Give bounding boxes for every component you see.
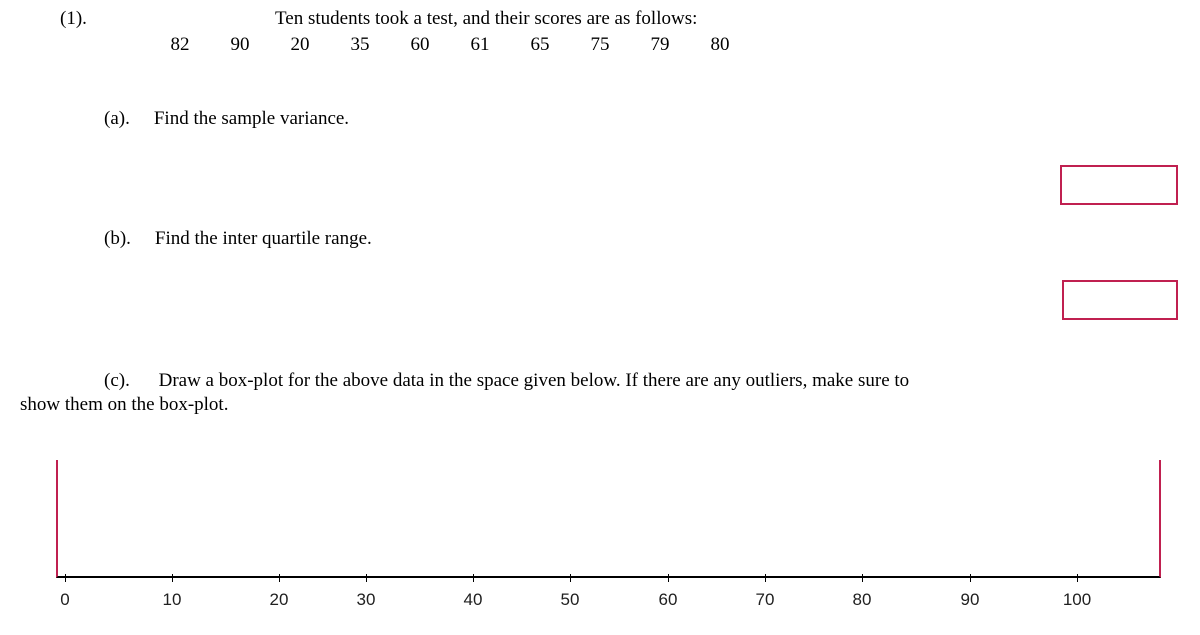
axis-label: 40 <box>464 590 483 610</box>
score-value: 75 <box>570 34 630 56</box>
axis-tick <box>279 574 280 582</box>
axis-label: 70 <box>756 590 775 610</box>
axis-tick <box>765 574 766 582</box>
part-b-text: Find the inter quartile range. <box>155 228 372 250</box>
axis-tick <box>668 574 669 582</box>
answer-box-b <box>1062 280 1178 320</box>
boxplot-frame <box>56 460 1161 578</box>
axis-label: 10 <box>163 590 182 610</box>
axis-tick <box>366 574 367 582</box>
axis-tick <box>172 574 173 582</box>
scores-row: 82 90 20 35 60 61 65 75 79 80 <box>150 34 750 56</box>
score-value: 65 <box>510 34 570 56</box>
axis-tick <box>862 574 863 582</box>
score-value: 80 <box>690 34 750 56</box>
score-value: 60 <box>390 34 450 56</box>
answer-box-a <box>1060 165 1178 205</box>
axis-tick <box>1077 574 1078 582</box>
part-a-text: Find the sample variance. <box>154 108 349 130</box>
score-value: 90 <box>210 34 270 56</box>
part-c-label: (c). <box>104 370 130 391</box>
part-b-label: (b). <box>104 228 131 250</box>
part-a-label: (a). <box>104 108 130 130</box>
axis-label: 60 <box>659 590 678 610</box>
axis-label: 50 <box>561 590 580 610</box>
axis-tick <box>970 574 971 582</box>
part-c-text-line2: show them on the box-plot. <box>20 394 228 415</box>
axis-label: 100 <box>1063 590 1091 610</box>
part-c-text-line1: Draw a box-plot for the above data in th… <box>159 370 910 391</box>
score-value: 35 <box>330 34 390 56</box>
axis-label: 30 <box>357 590 376 610</box>
axis-tick <box>570 574 571 582</box>
score-value: 20 <box>270 34 330 56</box>
axis-tick <box>65 574 66 582</box>
score-value: 61 <box>450 34 510 56</box>
score-value: 82 <box>150 34 210 56</box>
axis-label: 80 <box>853 590 872 610</box>
axis-label: 90 <box>961 590 980 610</box>
problem-number: (1). <box>60 8 87 30</box>
axis-label: 20 <box>270 590 289 610</box>
problem-intro: Ten students took a test, and their scor… <box>275 8 697 30</box>
axis-label: 0 <box>60 590 69 610</box>
score-value: 79 <box>630 34 690 56</box>
axis-tick <box>473 574 474 582</box>
